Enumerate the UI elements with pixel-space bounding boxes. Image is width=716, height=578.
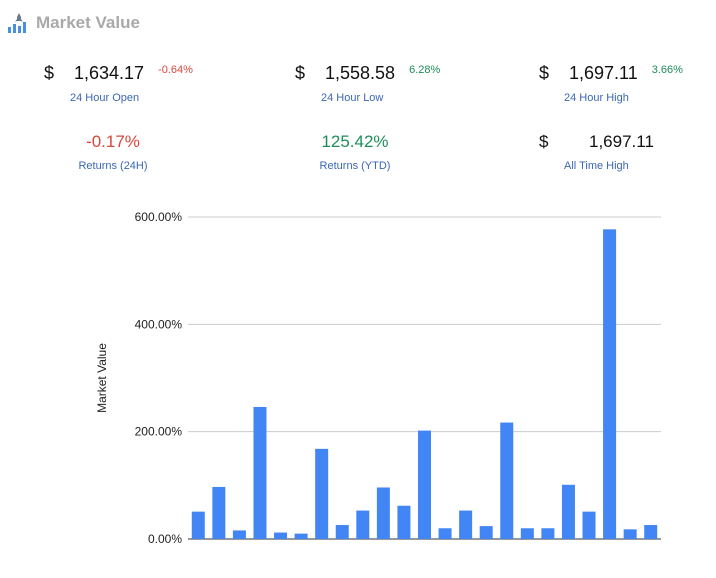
bar[interactable] [356,510,370,539]
bar[interactable] [603,229,617,540]
stat-value: 1,697.11 [589,132,654,151]
stat-value: 1,558.58 [325,63,396,83]
bar[interactable] [541,528,555,539]
stat-label: 24 Hour Open [70,92,140,104]
bar[interactable] [335,525,349,539]
bar[interactable] [397,505,411,539]
stat-returns-ytd: 125.42% Returns (YTD) [310,132,400,172]
stat-value: 1,634.17 [74,63,145,83]
bar[interactable] [376,487,390,539]
bar[interactable] [479,526,493,539]
currency-symbol: $ [539,63,550,83]
stat-change: 6.28% [409,64,441,76]
stat-24h-low: $ 1,558.58 6.28% 24 Hour Low [295,63,495,104]
stat-value: -0.17% [86,132,140,151]
stat-all-time-high: $ 1,697.11 All Time High [539,132,716,172]
stat-label: 24 Hour Low [321,92,384,104]
stat-label: 24 Hour High [564,92,629,104]
stat-change: 3.66% [651,64,683,76]
stat-returns-24h: -0.17% Returns (24H) [68,132,158,172]
bar[interactable] [520,528,534,539]
stat-label: Returns (24H) [78,160,148,172]
bar[interactable] [500,422,514,539]
bar[interactable] [232,530,246,539]
y-axis-label: Market Value [95,343,109,413]
header: Market Value [6,8,140,38]
bar[interactable] [253,406,267,539]
stat-change: -0.64% [158,64,193,76]
y-tick-label: 200.00% [135,425,183,439]
bar[interactable] [438,528,452,539]
bar[interactable] [212,486,226,539]
currency-symbol: $ [295,63,306,83]
stat-24h-open: $ 1,634.17 -0.64% 24 Hour Open [44,63,244,104]
bar[interactable] [274,532,288,539]
currency-symbol: $ [44,63,55,83]
y-tick-label: 0.00% [148,532,182,546]
currency-symbol: $ [539,132,549,151]
bar[interactable] [623,529,637,539]
bar[interactable] [418,430,431,539]
stat-label: Returns (YTD) [319,160,391,172]
bar[interactable] [582,511,596,539]
bar[interactable] [191,511,205,539]
bar[interactable] [315,448,329,539]
page-title: Market Value [36,13,140,32]
bar[interactable] [459,510,473,539]
stat-label: All Time High [564,160,629,172]
bar[interactable] [294,533,308,539]
y-tick-label: 400.00% [135,317,183,331]
stat-value: 125.42% [321,132,389,151]
bar[interactable] [644,525,658,539]
stat-value: 1,697.11 [569,63,638,83]
bar-chart-rocket-icon [8,13,26,33]
stat-24h-high: $ 1,697.11 3.66% 24 Hour High [539,63,716,104]
y-tick-label: 600.00% [135,210,183,224]
bar[interactable] [561,484,575,539]
